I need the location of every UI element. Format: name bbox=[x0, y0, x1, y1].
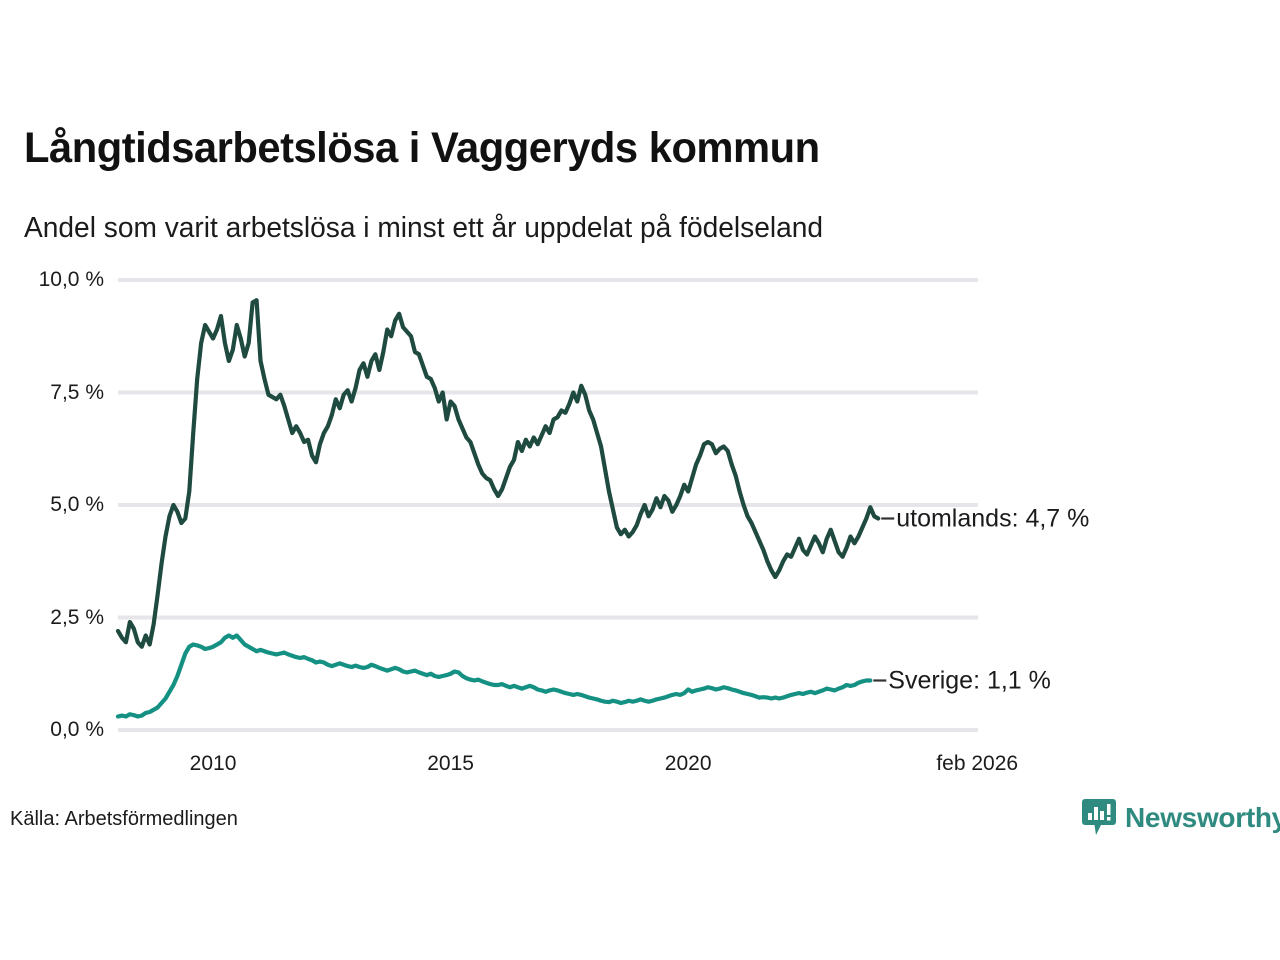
x-axis-tick-label: 2015 bbox=[427, 752, 474, 775]
series-label-utomlands: utomlands: 4,7 % bbox=[896, 504, 1090, 532]
logo-wordmark: Newsworthy bbox=[1125, 802, 1280, 833]
y-axis-tick-label: 10,0 % bbox=[38, 268, 104, 291]
y-axis-tick-label: 7,5 % bbox=[50, 380, 104, 404]
source-note: Källa: Arbetsförmedlingen bbox=[10, 808, 238, 830]
y-axis-tick-label: 0,0 % bbox=[50, 718, 104, 741]
y-axis-tick-label: 5,0 % bbox=[50, 493, 104, 516]
x-axis-tick-label: 2020 bbox=[664, 752, 712, 775]
newsworthy-bubble-icon bbox=[1082, 799, 1116, 835]
series-line bbox=[115, 298, 881, 649]
series-label-sverige: Sverige: 1,1 % bbox=[888, 666, 1051, 694]
newsworthy-logo: Newsworthy bbox=[1082, 798, 1280, 838]
series-line bbox=[115, 633, 873, 719]
y-axis-tick-label: 2,5 % bbox=[50, 605, 104, 629]
page-subtitle: Andel som varit arbetslösa i minst ett å… bbox=[24, 212, 824, 244]
x-axis-tick-label: feb 2026 bbox=[936, 752, 1019, 775]
x-axis-tick-label: 2010 bbox=[189, 752, 237, 775]
page-title: Långtidsarbetslösa i Vaggeryds kommun bbox=[24, 124, 820, 172]
